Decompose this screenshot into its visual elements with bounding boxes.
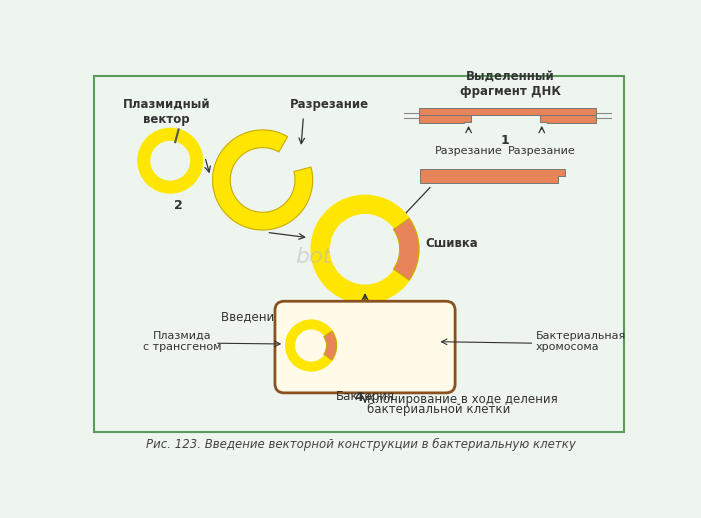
Text: Плазмидный
вектор: Плазмидный вектор (123, 97, 210, 125)
Text: 1: 1 (501, 134, 510, 147)
Circle shape (286, 320, 336, 371)
Text: Рис. 123. Введение векторной конструкции в бактериальную клетку: Рис. 123. Введение векторной конструкции… (147, 438, 576, 451)
Circle shape (311, 195, 419, 303)
Text: Клонирование в ходе деления: Клонирование в ходе деления (367, 393, 558, 406)
Text: Разрезание: Разрезание (290, 98, 369, 111)
Text: Введение в бактерию: Введение в бактерию (222, 310, 358, 324)
Polygon shape (419, 116, 596, 123)
Wedge shape (324, 331, 336, 360)
Text: 4: 4 (354, 391, 362, 404)
Text: Выделенный
фрагмент ДНК: Выделенный фрагмент ДНК (460, 69, 561, 97)
FancyBboxPatch shape (94, 76, 624, 432)
Text: Сшивка: Сшивка (425, 237, 478, 250)
Circle shape (296, 330, 327, 361)
Text: 3: 3 (372, 310, 380, 324)
Text: Бактериальная
хромосома: Бактериальная хромосома (536, 331, 626, 352)
Polygon shape (419, 108, 596, 116)
Circle shape (330, 214, 400, 284)
Text: Бактерия: Бактерия (336, 390, 395, 403)
Text: Разрезание: Разрезание (508, 146, 576, 156)
Text: Разрезание: Разрезание (435, 146, 503, 156)
Text: бактериальной клетки: бактериальной клетки (367, 402, 511, 415)
Text: Плазмида
с трансгеном: Плазмида с трансгеном (142, 331, 221, 352)
Text: 2: 2 (174, 199, 183, 212)
Circle shape (138, 128, 203, 193)
Circle shape (151, 141, 189, 180)
FancyBboxPatch shape (275, 301, 455, 393)
Polygon shape (212, 130, 313, 230)
Wedge shape (393, 219, 419, 280)
Polygon shape (421, 169, 565, 183)
Text: botan.cc: botan.cc (296, 247, 391, 267)
